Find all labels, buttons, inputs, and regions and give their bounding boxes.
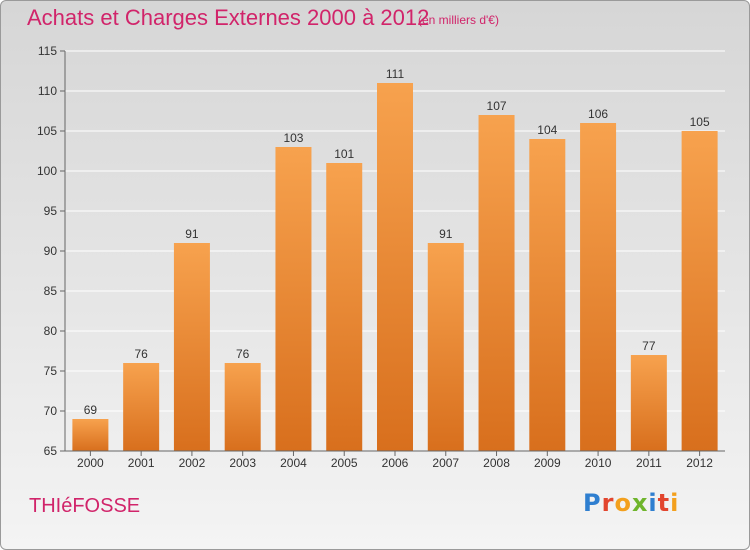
data-label: 104	[537, 123, 557, 137]
x-tick-label: 2002	[179, 456, 206, 470]
y-tick-label: 90	[44, 244, 58, 258]
chart-unit: (en milliers d'€)	[418, 13, 499, 27]
x-tick-label: 2007	[432, 456, 459, 470]
chart-title: Achats et Charges Externes 2000 à 2012	[27, 5, 430, 30]
bar	[630, 355, 667, 451]
data-label: 69	[84, 403, 98, 417]
bar	[224, 363, 261, 451]
place-name: THIéFOSSE	[29, 495, 141, 517]
x-tick-label: 2003	[229, 456, 256, 470]
x-tick-label: 2009	[534, 456, 561, 470]
x-tick-label: 2008	[483, 456, 510, 470]
y-tick-label: 95	[44, 204, 58, 218]
bar	[326, 163, 363, 451]
data-label: 107	[487, 99, 507, 113]
bar	[377, 83, 413, 451]
y-tick-label: 85	[44, 284, 58, 298]
x-tick-label: 2000	[77, 456, 104, 470]
x-tick-label: 2004	[280, 456, 307, 470]
bar	[123, 363, 160, 451]
bar	[173, 243, 210, 451]
y-tick-label: 65	[44, 444, 58, 458]
y-tick-label: 110	[38, 84, 57, 98]
data-label: 91	[439, 227, 453, 241]
x-tick-label: 2010	[585, 456, 612, 470]
data-label: 91	[185, 227, 199, 241]
data-label: 105	[690, 115, 710, 129]
x-tick-label: 2012	[686, 456, 713, 470]
bar	[427, 243, 464, 451]
data-label: 106	[588, 107, 608, 121]
bar	[580, 123, 617, 451]
y-tick-label: 100	[37, 164, 57, 178]
data-label: 76	[236, 347, 250, 361]
x-tick-label: 2006	[382, 456, 409, 470]
y-tick-label: 75	[44, 364, 58, 378]
bar	[681, 131, 718, 451]
y-tick-label: 115	[38, 44, 57, 58]
proxiti-logo[interactable]: Proxiti	[583, 489, 680, 517]
y-tick-label: 80	[44, 324, 58, 338]
bar	[529, 139, 566, 451]
y-tick-label: 70	[44, 404, 58, 418]
x-tick-label: 2001	[128, 456, 155, 470]
data-label: 76	[134, 347, 148, 361]
data-label: 111	[386, 67, 405, 81]
bar	[275, 147, 312, 451]
x-tick-label: 2011	[636, 456, 662, 470]
data-label: 101	[334, 147, 354, 161]
x-tick-label: 2005	[331, 456, 358, 470]
data-label: 77	[642, 339, 656, 353]
data-label: 103	[283, 131, 303, 145]
y-tick-label: 105	[37, 124, 57, 138]
bar	[72, 419, 109, 451]
bar	[478, 115, 515, 451]
